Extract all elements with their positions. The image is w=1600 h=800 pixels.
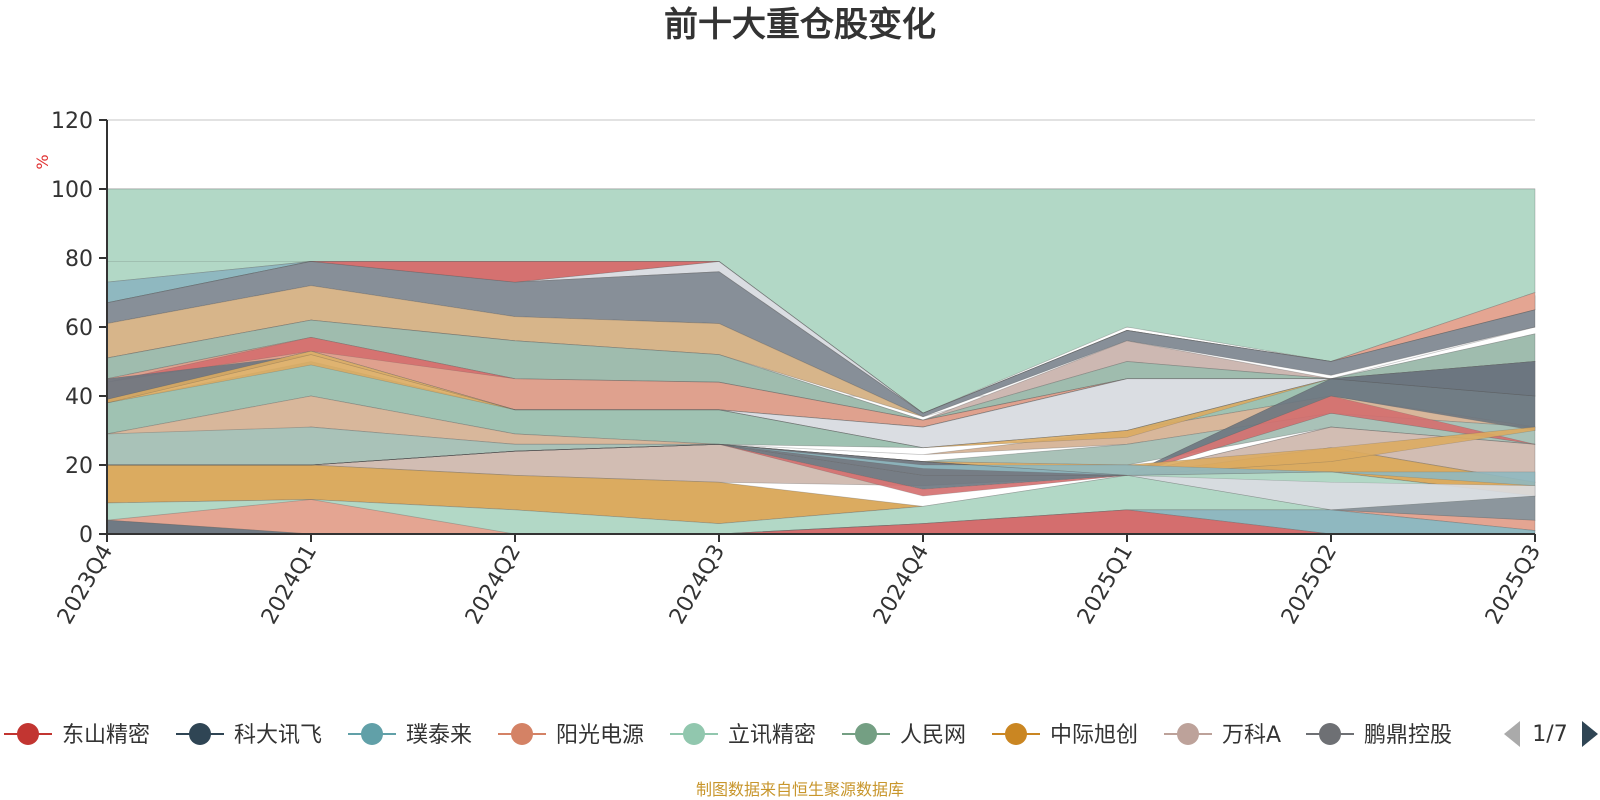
x-tick-label-2024Q3: 2024Q3 [665,541,730,629]
y-tick-label-120: 120 [51,109,93,134]
legend-label: 中际旭创 [1050,723,1138,748]
x-tick-label-2024Q1: 2024Q1 [257,541,322,629]
legend-marker-icon [683,723,705,745]
y-axis-ticks: 0 20 40 60 80 100 120 [51,109,107,548]
legend[interactable]: 东山精密 科大讯飞 璞泰来 阳光电源 立讯精密 人民网 中际旭创 万科A 鹏鼎控股 [4,723,1452,748]
legend-marker-icon [511,723,533,745]
area-overlay-red-q4 [107,395,1536,497]
area-overlay-red-upper [107,261,1536,414]
legend-next-icon[interactable] [1582,721,1598,747]
legend-pager[interactable]: 1/7 [1504,721,1598,747]
legend-item[interactable]: 万科A [1164,723,1281,748]
legend-item[interactable]: 东山精密 [4,723,150,748]
legend-item[interactable]: 璞泰来 [348,723,472,748]
legend-prev-icon[interactable] [1504,721,1520,747]
legend-item[interactable]: 中际旭创 [992,723,1138,748]
y-tick-label-40: 40 [65,385,93,410]
legend-label: 东山精密 [62,723,150,748]
x-tick-label-2025Q1: 2025Q1 [1073,541,1138,629]
legend-label: 鹏鼎控股 [1364,723,1452,748]
area-overlay-dark-2025q2 [107,378,1536,476]
area-overlays [106,261,1536,521]
x-tick-label-2023Q4: 2023Q4 [53,541,118,629]
legend-marker-icon [855,723,877,745]
area-overlay-dark-2025q3 [107,361,1536,476]
legend-label: 万科A [1222,723,1281,748]
legend-label: 人民网 [900,723,966,748]
legend-item[interactable]: 阳光电源 [498,723,644,748]
x-tick-label-2024Q2: 2024Q2 [461,541,526,629]
legend-item[interactable]: 鹏鼎控股 [1306,723,1452,748]
y-tick-label-80: 80 [65,247,93,272]
legend-marker-icon [1177,723,1199,745]
legend-label: 科大讯飞 [234,723,322,748]
legend-item[interactable]: 科大讯飞 [176,723,322,748]
x-tick-label-2025Q3: 2025Q3 [1481,541,1546,629]
area-overlay-white-low [107,443,1536,511]
area-overlay-gold-2025q2 [107,426,1536,476]
chart-title: 前十大重仓股变化 [664,5,936,45]
legend-marker-icon [189,723,211,745]
legend-label: 璞泰来 [406,723,472,748]
area-overlay-gray-low [107,443,1536,521]
y-tick-label-60: 60 [65,316,93,341]
area-overlay-teal-2025q1 [107,443,1536,487]
legend-label: 立讯精密 [728,723,816,748]
legend-label: 阳光电源 [556,723,644,748]
x-axis-ticks: 2023Q4 2024Q1 2024Q2 2024Q3 2024Q4 2025Q1 2025… [53,534,1546,629]
legend-item[interactable]: 立讯精密 [670,723,816,748]
area-overlay-dark-2023 [106,354,1536,449]
legend-marker-icon [17,723,39,745]
legend-page-indicator: 1/7 [1532,722,1567,747]
legend-marker-icon [1005,723,1027,745]
x-tick-label-2025Q2: 2025Q2 [1277,541,1342,629]
x-tick-label-2024Q4: 2024Q4 [869,541,934,629]
y-tick-label-0: 0 [79,523,93,548]
legend-marker-icon [361,723,383,745]
legend-marker-icon [1319,723,1341,745]
y-axis-unit: % [33,154,52,169]
legend-item[interactable]: 人民网 [842,723,966,748]
y-tick-label-100: 100 [51,178,93,203]
data-source-note: 制图数据来自恒生聚源数据库 [696,780,904,799]
y-tick-label-20: 20 [65,454,93,479]
